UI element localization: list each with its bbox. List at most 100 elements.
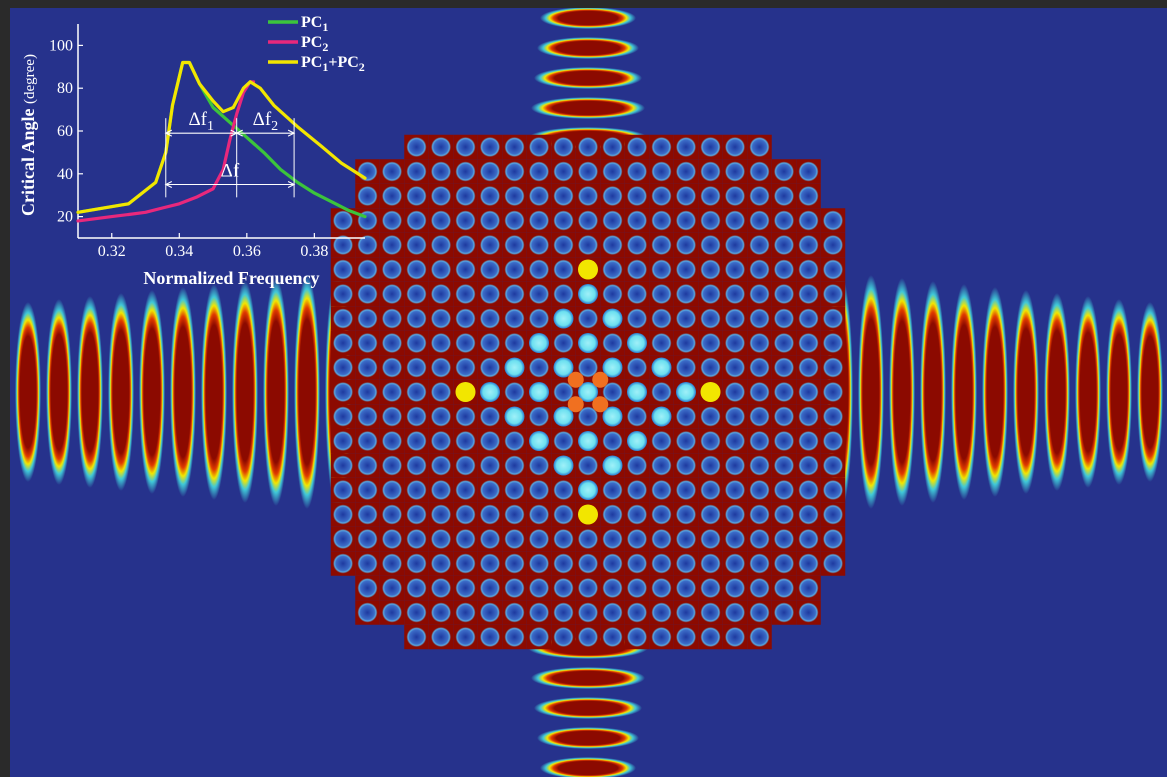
dielectric-rod	[774, 504, 794, 525]
wave-lobe	[1013, 290, 1039, 494]
dielectric-rod	[749, 259, 770, 280]
dielectric-rod	[357, 186, 378, 206]
dielectric-rod	[382, 333, 402, 353]
dielectric-rod	[725, 357, 745, 378]
dielectric-rod	[676, 627, 696, 647]
x-tick-label: 0.36	[233, 243, 261, 260]
dielectric-rod	[333, 553, 353, 574]
dielectric-rod	[455, 161, 476, 182]
dielectric-rod	[553, 431, 574, 451]
dielectric-rod	[749, 382, 770, 402]
y-tick-label: 100	[49, 37, 73, 54]
series-lines	[76, 60, 367, 223]
dielectric-rod	[431, 553, 451, 574]
dielectric-rod	[774, 431, 794, 451]
dielectric-rod	[823, 553, 843, 574]
dielectric-rod	[700, 308, 721, 329]
wave-lobe	[15, 302, 41, 482]
dielectric-rod	[700, 284, 721, 304]
dielectric-rod	[553, 186, 574, 206]
dielectric-rod	[406, 578, 427, 598]
dielectric-rod	[602, 137, 623, 157]
dielectric-rod	[504, 210, 525, 231]
dielectric-rod	[504, 186, 525, 206]
dielectric-rod	[651, 529, 672, 549]
dielectric-rod	[406, 333, 427, 353]
dielectric-rod	[357, 382, 378, 402]
dielectric-rod	[455, 504, 476, 525]
dielectric-rod	[431, 382, 451, 402]
dielectric-rod	[431, 161, 451, 182]
dielectric-rod	[749, 480, 770, 500]
dielectric-rod	[529, 186, 549, 206]
dielectric-rod	[774, 186, 794, 206]
dielectric-rod	[725, 431, 745, 451]
dielectric-rod	[676, 578, 696, 598]
dielectric-rod	[529, 137, 549, 157]
dielectric-rod	[798, 186, 819, 206]
dielectric-rod	[578, 602, 598, 623]
dielectric-rod	[504, 333, 525, 353]
dielectric-rod	[651, 161, 672, 182]
dielectric-rod	[578, 235, 598, 255]
dielectric-rod	[480, 235, 500, 255]
x-tick-label: 0.34	[165, 243, 193, 260]
dielectric-rod	[357, 357, 378, 378]
dielectric-rod	[504, 308, 525, 329]
dielectric-rod	[504, 529, 525, 549]
dielectric-rod	[529, 333, 549, 353]
dielectric-rod	[553, 627, 574, 647]
hotspot	[592, 396, 609, 413]
dielectric-rod	[602, 504, 623, 525]
dielectric-rod	[700, 259, 721, 280]
dielectric-rod	[725, 553, 745, 574]
dielectric-rod	[651, 406, 672, 427]
dielectric-rod	[455, 235, 476, 255]
dielectric-rod	[578, 455, 598, 476]
dielectric-rod	[798, 259, 819, 280]
x-tick-label: 0.32	[98, 243, 126, 260]
hotspot	[578, 504, 598, 525]
dielectric-rod	[333, 210, 353, 231]
dielectric-rod	[406, 308, 427, 329]
dielectric-rod	[529, 529, 549, 549]
dielectric-rod	[455, 406, 476, 427]
dielectric-rod	[333, 308, 353, 329]
dielectric-rod	[676, 455, 696, 476]
dielectric-rod	[333, 406, 353, 427]
dielectric-rod	[382, 284, 402, 304]
dielectric-rod	[431, 235, 451, 255]
dielectric-rod	[749, 578, 770, 598]
dielectric-rod	[602, 553, 623, 574]
wave-field-map	[15, 8, 1163, 777]
dielectric-rod	[700, 186, 721, 206]
dielectric-rod	[431, 308, 451, 329]
dielectric-rod	[602, 480, 623, 500]
dielectric-rod	[480, 529, 500, 549]
dielectric-rod	[749, 161, 770, 182]
dielectric-rod	[480, 284, 500, 304]
dielectric-rod	[504, 455, 525, 476]
wave-lobe	[889, 278, 915, 506]
dielectric-rod	[774, 357, 794, 378]
dielectric-rod	[504, 480, 525, 500]
legend-label: PC1	[301, 14, 328, 34]
dielectric-rod	[651, 627, 672, 647]
field-hotspots	[455, 259, 721, 525]
dielectric-rod	[357, 455, 378, 476]
dielectric-rod	[725, 504, 745, 525]
dielectric-rod	[823, 308, 843, 329]
dielectric-rod	[529, 480, 549, 500]
dielectric-rod	[602, 186, 623, 206]
dielectric-rod	[529, 308, 549, 329]
y-tick-label: 20	[57, 209, 73, 226]
dielectric-rod	[382, 210, 402, 231]
dielectric-rod	[676, 308, 696, 329]
dielectric-rod	[823, 406, 843, 427]
y-tick-label: 80	[57, 80, 73, 97]
dielectric-rod	[578, 210, 598, 231]
wave-lobe	[201, 284, 227, 500]
dielectric-rod	[553, 161, 574, 182]
dielectric-rod	[406, 137, 427, 157]
dielectric-rod	[504, 504, 525, 525]
